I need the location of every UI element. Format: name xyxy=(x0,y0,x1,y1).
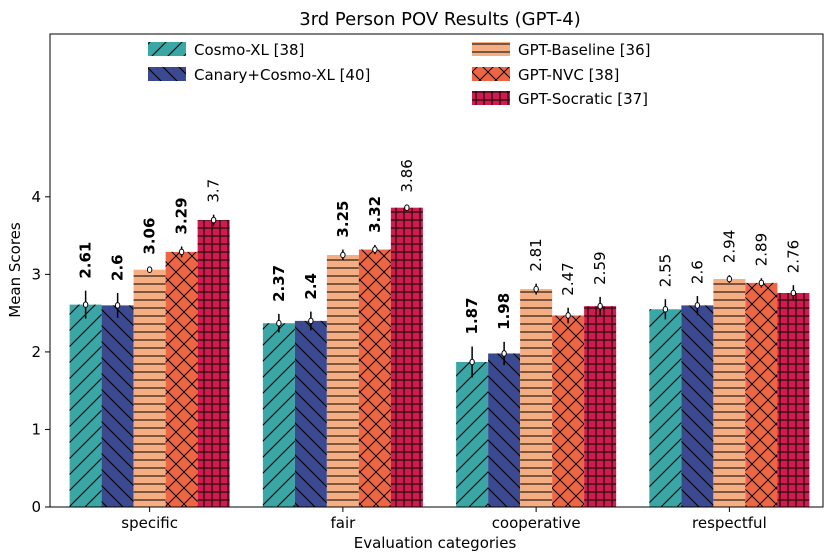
legend-item: Cosmo-XL [38] xyxy=(148,41,304,59)
value-label: 2.4 xyxy=(302,273,320,300)
y-tick-label: 0 xyxy=(31,498,41,516)
legend: Cosmo-XL [38] Canary+Cosmo-XL [40] GPT-Bas… xyxy=(148,41,651,108)
y-tick-label: 1 xyxy=(31,420,41,438)
mean-marker xyxy=(790,289,797,297)
legend-item: GPT-NVC [38] xyxy=(472,66,619,84)
y-tick-label: 2 xyxy=(31,343,41,361)
mean-marker xyxy=(340,251,346,259)
mean-marker xyxy=(308,317,314,325)
value-label: 1.87 xyxy=(463,297,481,334)
y-tick-label: 4 xyxy=(31,188,41,206)
bar-hatch xyxy=(197,220,230,507)
value-label: 2.76 xyxy=(784,240,802,273)
bar-hatch xyxy=(552,315,585,507)
bar-hatch xyxy=(358,249,391,507)
bar-hatch xyxy=(745,282,778,507)
x-tick-label: cooperative xyxy=(492,514,581,532)
bar-hatch xyxy=(649,309,682,507)
mean-marker xyxy=(404,204,410,211)
mean-marker xyxy=(726,275,733,283)
bar-hatch xyxy=(165,251,198,507)
x-tick-label: respectful xyxy=(692,514,767,532)
mean-marker xyxy=(276,319,282,327)
mean-marker xyxy=(114,302,121,309)
value-label: 2.6 xyxy=(109,254,127,281)
x-axis-label: Evaluation categories xyxy=(354,534,517,552)
value-label: 2.81 xyxy=(527,238,545,271)
mean-marker xyxy=(662,305,669,313)
legend-swatch-hatch xyxy=(472,67,510,81)
legend-label: Cosmo-XL [38] xyxy=(194,41,304,59)
mean-marker xyxy=(501,350,507,357)
bar-hatch xyxy=(69,304,102,507)
value-label: 3.86 xyxy=(398,159,416,192)
value-label: 2.37 xyxy=(270,265,288,302)
bar-hatch xyxy=(681,305,714,507)
value-label: 3.7 xyxy=(205,179,223,203)
value-labels: 2.61 2.6 3.06 3.29 3.7 2.37 2.4 3.25 3.32 3.86 1.8… xyxy=(77,159,803,334)
mean-marker xyxy=(82,301,89,308)
bar-hatch xyxy=(262,323,295,507)
axes: specific fair cooperative respectful 0 1 2 3 4 xyxy=(31,33,824,532)
legend-label: GPT-Baseline [36] xyxy=(518,41,651,59)
mean-marker xyxy=(178,248,185,256)
value-label: 2.59 xyxy=(591,251,609,284)
value-label: 3.29 xyxy=(173,197,191,234)
chart-title: 3rd Person POV Results (GPT-4) xyxy=(299,9,581,30)
bar-hatch xyxy=(294,320,327,507)
legend-item: GPT-Baseline [36] xyxy=(472,41,651,59)
value-label: 3.25 xyxy=(334,201,352,238)
legend-swatch-hatch xyxy=(472,91,510,105)
mean-marker xyxy=(565,312,571,319)
mean-marker xyxy=(146,266,153,274)
value-label: 2.94 xyxy=(720,230,738,263)
legend-swatch-hatch xyxy=(148,67,186,81)
mean-marker xyxy=(533,285,539,293)
value-label: 1.98 xyxy=(495,293,513,330)
mean-marker xyxy=(597,302,603,310)
bar-hatch xyxy=(101,305,134,507)
bar-hatch xyxy=(456,361,489,507)
bar-hatch xyxy=(390,207,423,507)
value-label: 3.32 xyxy=(366,196,384,233)
mean-marker xyxy=(694,302,701,309)
value-label: 2.89 xyxy=(752,233,770,266)
plot-frame xyxy=(49,33,824,508)
bar-hatch xyxy=(777,292,810,507)
x-tick-label: fair xyxy=(330,514,356,532)
mean-marker xyxy=(758,279,765,287)
legend-swatch-hatch xyxy=(148,42,186,56)
bar-hatch xyxy=(713,279,746,507)
value-label: 2.47 xyxy=(559,262,577,295)
bar-hatch xyxy=(133,269,166,507)
bar-hatch xyxy=(584,306,617,507)
value-label: 3.06 xyxy=(141,218,159,255)
legend-swatch-hatch xyxy=(472,42,510,56)
mean-marker xyxy=(210,216,217,224)
value-label: 2.6 xyxy=(688,260,706,284)
legend-label: GPT-NVC [38] xyxy=(518,66,619,84)
legend-item: GPT-Socratic [37] xyxy=(472,90,648,108)
value-label: 2.61 xyxy=(77,242,95,279)
bar-hatch xyxy=(488,353,521,507)
legend-item: Canary+Cosmo-XL [40] xyxy=(148,66,370,84)
mean-marker xyxy=(372,246,378,253)
bar-hatch xyxy=(520,289,553,507)
y-tick-label: 3 xyxy=(31,265,41,283)
x-tick-label: specific xyxy=(121,514,178,532)
legend-label: Canary+Cosmo-XL [40] xyxy=(194,66,370,84)
chart-marks xyxy=(69,204,810,507)
y-axis-label: Mean Scores xyxy=(6,222,24,318)
bar-hatch xyxy=(326,254,359,507)
legend-label: GPT-Socratic [37] xyxy=(518,90,648,108)
value-label: 2.55 xyxy=(656,254,674,287)
mean-marker xyxy=(469,358,475,366)
